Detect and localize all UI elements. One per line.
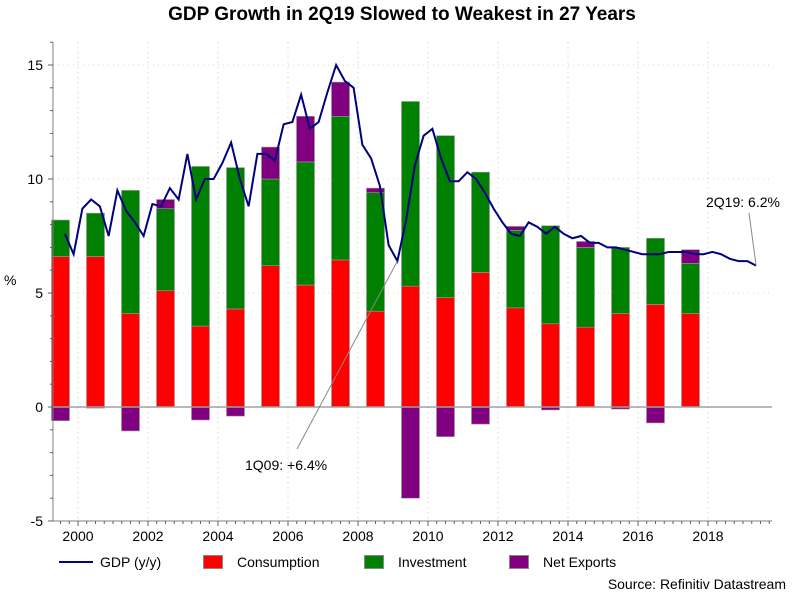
bar-consumption-2008 (366, 310, 385, 408)
legend-swatch-net-exports (509, 555, 529, 569)
legend-label-net-exports: Net Exports (543, 554, 617, 570)
bar-investment-2003 (191, 166, 210, 327)
bar-net-exports-2006 (296, 116, 315, 163)
bar-consumption-2013 (541, 323, 560, 408)
legend-swatch-gdp (59, 561, 93, 563)
legend-swatch-investment (364, 555, 384, 569)
legend-swatch-consumption (203, 555, 223, 569)
chart-plot: -5 0 5 10 15 2000 2002 2004 2006 2008 2010 2012 2014… (27, 41, 780, 544)
bar-investment-2013 (541, 225, 560, 325)
bar-net-exports-2009 (401, 406, 420, 499)
x-tick-label: 2018 (692, 528, 723, 544)
y-axis-label: % (4, 272, 17, 288)
bar-investment-2000 (86, 212, 105, 257)
gdp-line-layer (63, 62, 757, 267)
x-tick-label: 2014 (552, 528, 583, 544)
legend-item-investment: Investment (364, 550, 466, 574)
y-tick-label: -5 (31, 513, 44, 529)
chart-title: GDP Growth in 2Q19 Slowed to Weakest in … (168, 4, 636, 25)
bar-consumption-2002 (156, 290, 175, 408)
bar-net-exports-2001 (121, 406, 140, 432)
annotations: 1Q09: +6.4% 2Q19: 6.2% (245, 194, 780, 473)
bar-investment-2016 (646, 237, 665, 305)
bar-investment-2006 (296, 161, 315, 286)
bar-consumption-2017 (681, 313, 700, 408)
bar-consumption-2015 (611, 313, 630, 408)
legend-item-consumption: Consumption (203, 550, 320, 574)
legend-label-gdp: GDP (y/y) (100, 554, 162, 570)
bar-net-exports-2010 (436, 406, 455, 437)
bar-consumption-2009 (401, 285, 420, 408)
bar-consumption-2011 (471, 272, 490, 408)
bar-consumption-2007 (331, 259, 350, 408)
bar-investment-2011 (471, 171, 490, 273)
bar-net-exports-2011 (471, 406, 490, 425)
bar-net-exports-2007 (331, 81, 350, 117)
x-tick-label: 2008 (342, 528, 373, 544)
bar-investment-2015 (611, 247, 630, 314)
bar-net-exports-2016 (646, 406, 665, 424)
legend-label-investment: Investment (398, 554, 467, 570)
x-tick-label: 2010 (412, 528, 443, 544)
bar-net-exports-2014 (576, 241, 595, 248)
legend-item-gdp: GDP (y/y) (59, 550, 161, 574)
bar-net-exports-1999 (51, 406, 70, 421)
bar-investment-2005 (261, 178, 280, 266)
bar-investment-2014 (576, 247, 595, 328)
axes: -5 0 5 10 15 2000 2002 2004 2006 2008 2010 2012 2014… (27, 41, 772, 544)
legend-label-consumption: Consumption (237, 554, 320, 570)
y-tick-label: 0 (35, 399, 43, 415)
x-tick-label: 2004 (202, 528, 233, 544)
annotation-leader (748, 212, 757, 266)
bar-net-exports-2017 (681, 249, 700, 264)
bar-investment-2004 (226, 167, 245, 310)
bar-consumption-2004 (226, 308, 245, 408)
source-note: Source: Refinitiv Datastream (607, 576, 786, 592)
y-tick-label: 10 (27, 171, 43, 187)
x-tick-label: 2016 (622, 528, 653, 544)
bar-investment-2007 (331, 116, 350, 261)
annotation-leader (296, 260, 398, 450)
bar-investment-2002 (156, 208, 175, 292)
bar-net-exports-2008 (366, 187, 385, 193)
bar-consumption-2016 (646, 304, 665, 408)
bar-net-exports-2003 (191, 406, 210, 421)
bar-investment-2012 (506, 230, 525, 309)
bar-investment-2008 (366, 192, 385, 312)
annotation-label: 1Q09: +6.4% (245, 457, 327, 473)
legend-item-net-exports: Net Exports (509, 550, 616, 574)
bar-consumption-2014 (576, 326, 595, 408)
bar-consumption-2001 (121, 313, 140, 408)
y-tick-label: 5 (35, 285, 43, 301)
annotation-label: 2Q19: 6.2% (706, 194, 780, 210)
bar-consumption-2003 (191, 325, 210, 408)
bar-investment-2010 (436, 135, 455, 298)
x-tick-label: 2000 (62, 528, 93, 544)
legend: GDP (y/y) Consumption Investment Net Exp… (0, 550, 804, 574)
bar-consumption-2012 (506, 307, 525, 408)
bar-net-exports-2004 (226, 406, 245, 417)
bar-consumption-2000 (86, 256, 105, 408)
bar-consumption-2005 (261, 265, 280, 408)
y-tick-label: 15 (27, 57, 43, 73)
bar-investment-2017 (681, 263, 700, 314)
x-tick-label: 2012 (482, 528, 513, 544)
bars (51, 81, 700, 499)
bar-consumption-2006 (296, 284, 315, 408)
gdp-line (63, 62, 757, 267)
x-tick-label: 2002 (132, 528, 163, 544)
bar-investment-1999 (51, 219, 70, 257)
bar-consumption-2010 (436, 297, 455, 408)
x-tick-label: 2006 (272, 528, 303, 544)
bar-net-exports-2002 (156, 199, 175, 209)
bar-consumption-1999 (51, 256, 70, 408)
